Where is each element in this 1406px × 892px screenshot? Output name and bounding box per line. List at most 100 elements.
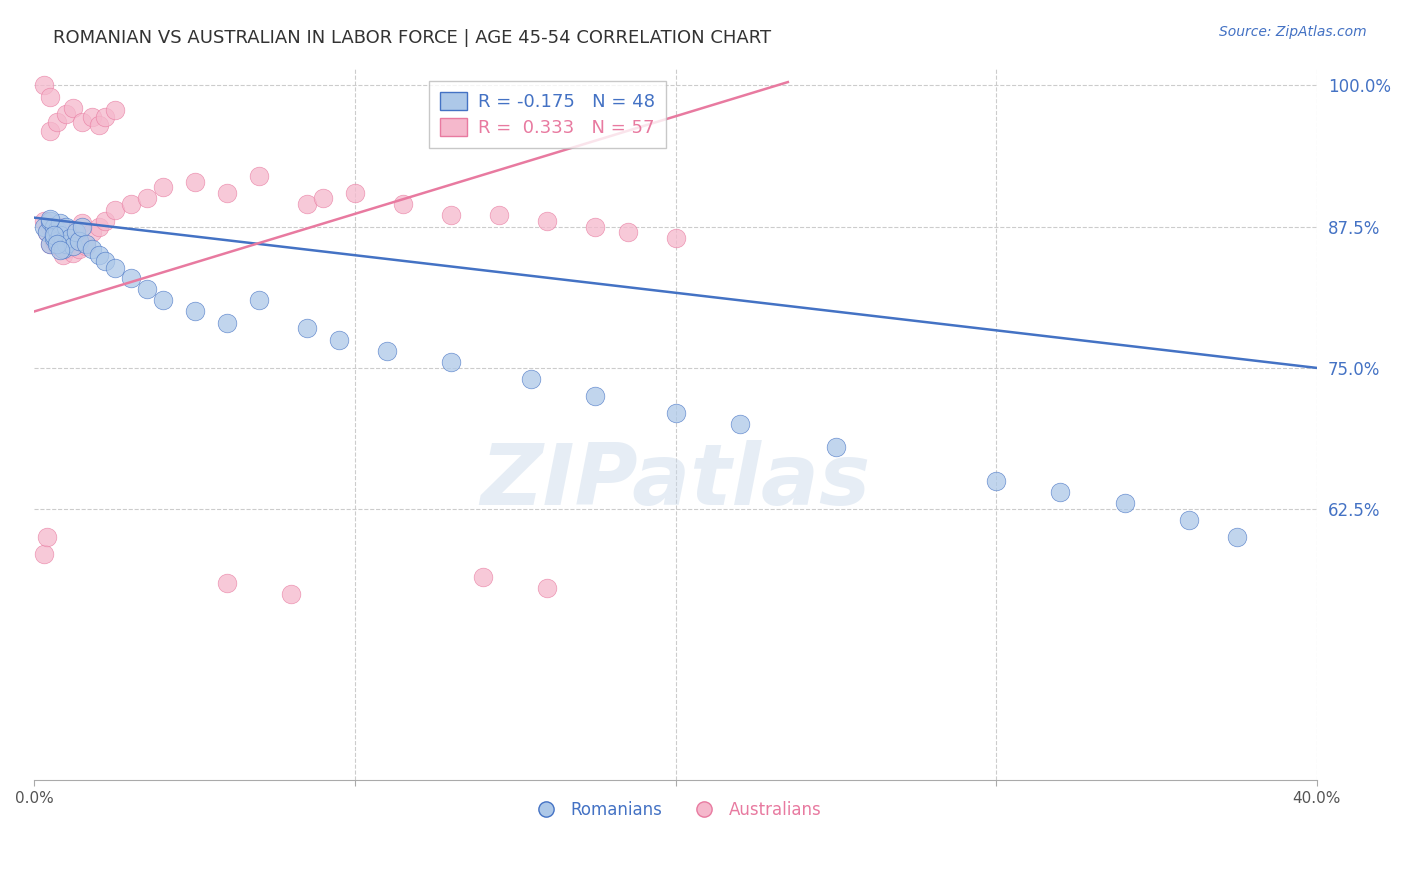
Legend: Romanians, Australians: Romanians, Australians — [523, 794, 828, 825]
Point — [32, 219, 55, 234]
Point — [280, 587, 302, 601]
Point — [45, 225, 67, 239]
Point — [55, 242, 77, 256]
Point — [392, 197, 415, 211]
Point — [536, 581, 558, 595]
Point — [87, 118, 110, 132]
Point — [1226, 530, 1249, 544]
Point — [39, 123, 62, 137]
Point — [1114, 496, 1136, 510]
Point — [62, 101, 84, 115]
Point — [87, 219, 110, 234]
Point — [585, 219, 607, 234]
Point — [295, 321, 318, 335]
Point — [39, 219, 62, 234]
Point — [665, 231, 688, 245]
Point — [45, 114, 67, 128]
Point — [37, 225, 59, 239]
Point — [215, 316, 238, 330]
Point — [42, 223, 65, 237]
Text: ZIPatlas: ZIPatlas — [481, 440, 870, 523]
Point — [183, 174, 205, 188]
Point — [120, 270, 142, 285]
Point — [52, 235, 75, 249]
Point — [65, 235, 87, 249]
Point — [39, 214, 62, 228]
Point — [1177, 513, 1199, 527]
Point — [75, 239, 97, 253]
Point — [45, 223, 67, 237]
Point — [42, 231, 65, 245]
Point — [72, 114, 94, 128]
Point — [152, 180, 174, 194]
Point — [42, 227, 65, 242]
Point — [665, 406, 688, 420]
Point — [49, 244, 72, 258]
Point — [55, 106, 77, 120]
Point — [87, 248, 110, 262]
Point — [80, 242, 103, 256]
Point — [49, 219, 72, 234]
Point — [67, 242, 90, 256]
Point — [616, 225, 638, 239]
Point — [72, 216, 94, 230]
Point — [1049, 485, 1071, 500]
Point — [59, 227, 82, 242]
Text: Source: ZipAtlas.com: Source: ZipAtlas.com — [1219, 25, 1367, 39]
Point — [45, 239, 67, 253]
Point — [67, 235, 90, 249]
Point — [52, 242, 75, 256]
Point — [72, 219, 94, 234]
Point — [65, 225, 87, 239]
Point — [94, 214, 117, 228]
Point — [39, 236, 62, 251]
Point — [59, 231, 82, 245]
Point — [825, 440, 848, 454]
Point — [488, 208, 510, 222]
Point — [215, 186, 238, 200]
Point — [39, 211, 62, 226]
Point — [80, 225, 103, 239]
Point — [39, 236, 62, 251]
Point — [45, 236, 67, 251]
Point — [37, 530, 59, 544]
Point — [80, 110, 103, 124]
Point — [295, 197, 318, 211]
Point — [37, 225, 59, 239]
Point — [728, 417, 751, 432]
Point — [375, 343, 398, 358]
Point — [32, 547, 55, 561]
Point — [55, 236, 77, 251]
Point — [94, 110, 117, 124]
Point — [103, 261, 125, 276]
Point — [103, 202, 125, 217]
Point — [312, 191, 335, 205]
Point — [520, 372, 543, 386]
Point — [135, 282, 157, 296]
Point — [42, 235, 65, 249]
Point — [49, 216, 72, 230]
Point — [45, 235, 67, 249]
Point — [120, 197, 142, 211]
Point — [585, 389, 607, 403]
Point — [32, 78, 55, 93]
Point — [39, 89, 62, 103]
Point — [52, 239, 75, 253]
Point — [103, 103, 125, 118]
Point — [75, 236, 97, 251]
Point — [94, 253, 117, 268]
Point — [49, 235, 72, 249]
Point — [52, 248, 75, 262]
Point — [55, 219, 77, 234]
Point — [215, 575, 238, 590]
Point — [343, 186, 366, 200]
Point — [55, 223, 77, 237]
Point — [135, 191, 157, 205]
Point — [440, 208, 463, 222]
Point — [247, 169, 270, 183]
Point — [32, 214, 55, 228]
Point — [472, 570, 495, 584]
Point — [536, 214, 558, 228]
Point — [247, 293, 270, 307]
Point — [62, 239, 84, 253]
